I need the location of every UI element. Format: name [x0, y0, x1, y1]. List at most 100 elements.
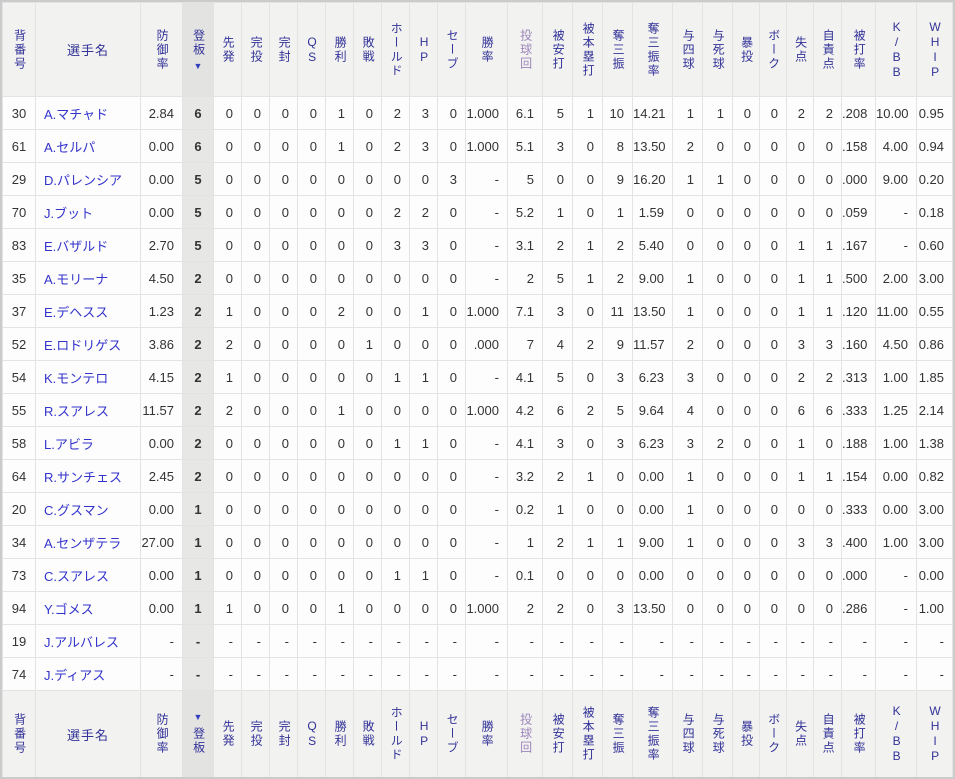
stat-cell-hits: 2	[542, 525, 573, 559]
column-header-hr[interactable]: 被本塁打	[572, 690, 603, 777]
column-header-so_rate[interactable]: 奪三振率	[632, 2, 673, 97]
column-header-so[interactable]: 奪三振	[602, 2, 633, 97]
column-header-wild[interactable]: 暴投	[732, 690, 760, 777]
stat-cell-bb: 1	[672, 162, 703, 196]
stat-cell-balk: 0	[759, 393, 787, 427]
stat-cell-complete: 0	[241, 393, 270, 427]
column-header-shutouts[interactable]: 完封	[269, 690, 298, 777]
column-header-runs[interactable]: 失点	[786, 2, 814, 97]
player-name-link[interactable]: R.スアレス	[44, 403, 110, 419]
sort-descending-icon: ▼	[193, 60, 203, 71]
column-header-k_bb[interactable]: K/BB	[875, 2, 917, 97]
column-header-era[interactable]: 防御率	[140, 690, 183, 777]
player-name-link[interactable]: Y.ゴメス	[44, 601, 94, 617]
column-header-avg[interactable]: 被打率	[841, 2, 876, 97]
stat-cell-games: 1	[182, 558, 214, 592]
column-header-saves[interactable]: セーブ	[437, 2, 466, 97]
stat-cell-whip: 0.20	[916, 162, 953, 196]
player-name-link[interactable]: A.モリーナ	[44, 271, 109, 287]
player-name-link[interactable]: C.スアレス	[44, 568, 110, 584]
column-header-er[interactable]: 自責点	[813, 2, 842, 97]
column-header-er[interactable]: 自責点	[813, 690, 842, 777]
column-header-saves[interactable]: セーブ	[437, 690, 466, 777]
column-header-wins[interactable]: 勝利	[325, 690, 354, 777]
player-name-link[interactable]: D.パレンシア	[44, 172, 123, 188]
column-header-name[interactable]: 選手名	[35, 690, 141, 777]
player-name-link[interactable]: A.セルパ	[44, 139, 96, 155]
column-header-losses[interactable]: 敗戦	[353, 690, 382, 777]
column-header-qs[interactable]: QS	[297, 2, 326, 97]
stat-cell-hp: 3	[409, 228, 438, 262]
column-header-number[interactable]: 背番号	[2, 690, 36, 777]
column-header-name[interactable]: 選手名	[35, 2, 141, 97]
column-header-hr[interactable]: 被本塁打	[572, 2, 603, 97]
player-name-link[interactable]: E.ロドリゲス	[44, 337, 122, 353]
player-name-cell: J.アルバレス	[35, 624, 141, 658]
column-header-innings[interactable]: 投球回	[507, 690, 543, 777]
stat-cell-games: 1	[182, 591, 214, 625]
column-header-hbp[interactable]: 与死球	[702, 690, 733, 777]
column-header-complete[interactable]: 完投	[241, 690, 270, 777]
stat-cell-losses: 0	[353, 360, 382, 394]
column-header-qs[interactable]: QS	[297, 690, 326, 777]
column-header-hbp[interactable]: 与死球	[702, 2, 733, 97]
column-header-hits[interactable]: 被安打	[542, 2, 573, 97]
column-header-bb[interactable]: 与四球	[672, 2, 703, 97]
stat-cell-hp: 1	[409, 294, 438, 328]
column-header-hp[interactable]: HP	[409, 2, 438, 97]
column-header-number[interactable]: 背番号	[2, 2, 36, 97]
column-header-so[interactable]: 奪三振	[602, 690, 633, 777]
column-header-complete[interactable]: 完投	[241, 2, 270, 97]
stat-cell-er: 1	[813, 459, 842, 493]
column-header-bb[interactable]: 与四球	[672, 690, 703, 777]
column-header-whip[interactable]: WHIP	[916, 2, 953, 97]
column-header-holds[interactable]: ホールド	[381, 690, 410, 777]
column-header-whip[interactable]: WHIP	[916, 690, 953, 777]
stat-cell-er: 6	[813, 393, 842, 427]
stat-cell-holds: 0	[381, 459, 410, 493]
player-name-link[interactable]: K.モンテロ	[44, 370, 109, 386]
column-header-wild[interactable]: 暴投	[732, 2, 760, 97]
stat-cell-balk: 0	[759, 492, 787, 526]
player-name-link[interactable]: E.バザルド	[44, 238, 109, 254]
player-name-link[interactable]: J.アルバレス	[44, 634, 119, 650]
player-name-link[interactable]: A.センザテラ	[44, 535, 122, 551]
uniform-number-cell: 55	[2, 393, 36, 427]
column-header-balk[interactable]: ボーク	[759, 2, 787, 97]
column-header-games[interactable]: 登板 ▼	[182, 2, 214, 97]
player-name-link[interactable]: J.ディアス	[44, 667, 106, 683]
column-header-hp[interactable]: HP	[409, 690, 438, 777]
column-header-losses[interactable]: 敗戦	[353, 2, 382, 97]
column-header-hits[interactable]: 被安打	[542, 690, 573, 777]
column-header-k_bb[interactable]: K/BB	[875, 690, 917, 777]
column-header-games[interactable]: ▼ 登板	[182, 690, 214, 777]
player-name-link[interactable]: R.サンチェス	[44, 469, 123, 485]
player-name-link[interactable]: E.デヘスス	[44, 304, 109, 320]
stat-cell-hbp: 1	[702, 162, 733, 196]
column-header-starts[interactable]: 先発	[213, 690, 242, 777]
stat-cell-bb: -	[672, 657, 703, 691]
stat-cell-balk: 0	[759, 591, 787, 625]
stat-cell-shutouts: 0	[269, 525, 298, 559]
stat-cell-so: 0	[602, 492, 633, 526]
player-name-link[interactable]: A.マチャド	[44, 106, 109, 122]
player-name-link[interactable]: L.アビラ	[44, 436, 94, 452]
column-header-wins[interactable]: 勝利	[325, 2, 354, 97]
column-header-so_rate[interactable]: 奪三振率	[632, 690, 673, 777]
column-header-balk[interactable]: ボーク	[759, 690, 787, 777]
column-header-avg[interactable]: 被打率	[841, 690, 876, 777]
column-header-era[interactable]: 防御率	[140, 2, 183, 97]
stat-cell-innings: 3.2	[507, 459, 543, 493]
column-header-holds[interactable]: ホールド	[381, 2, 410, 97]
column-header-starts[interactable]: 先発	[213, 2, 242, 97]
column-header-innings[interactable]: 投球回	[507, 2, 543, 97]
stat-cell-era: 4.15	[140, 360, 183, 394]
column-header-runs[interactable]: 失点	[786, 690, 814, 777]
column-header-win_pct[interactable]: 勝率	[465, 690, 508, 777]
stat-cell-starts: 0	[213, 228, 242, 262]
player-name-link[interactable]: C.グスマン	[44, 502, 109, 518]
column-header-shutouts[interactable]: 完封	[269, 2, 298, 97]
player-name-link[interactable]: J.ブット	[44, 205, 94, 221]
column-header-win_pct[interactable]: 勝率	[465, 2, 508, 97]
column-label: ボーク	[766, 713, 781, 755]
